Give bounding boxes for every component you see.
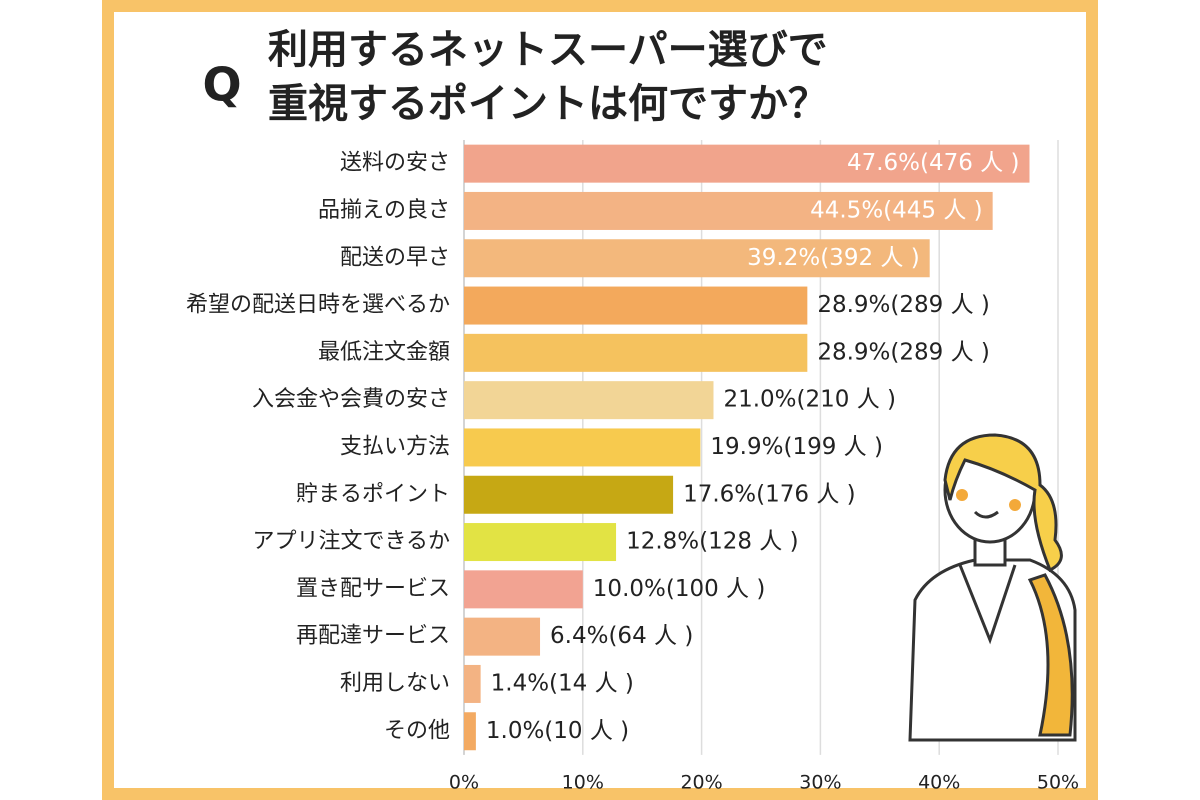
x-tick-label: 50% — [1037, 771, 1079, 793]
category-label: 利用しない — [340, 671, 450, 696]
title-line: 重視するポイントは何ですか？ — [268, 81, 828, 127]
value-label: 17.6%(176 人 ) — [683, 481, 856, 507]
value-label: 39.2%(392 人 ) — [747, 245, 920, 271]
category-label: 配送の早さ — [340, 245, 450, 270]
value-label: 47.6%(476 人 ) — [847, 150, 1020, 176]
value-label: 1.4%(14 人 ) — [491, 670, 634, 696]
value-label: 21.0%(210 人 ) — [723, 387, 896, 413]
bar — [464, 712, 476, 751]
value-label: 19.9%(199 人 ) — [710, 434, 883, 460]
x-tick-label: 10% — [562, 771, 604, 793]
x-tick-label: 0% — [449, 771, 479, 793]
category-label: アプリ注文できるか — [252, 529, 450, 554]
bar — [464, 381, 714, 420]
x-tick-label: 20% — [680, 771, 722, 793]
category-label: 入会金や会費の安さ — [252, 387, 450, 412]
category-label: 送料の安さ — [340, 151, 450, 176]
value-label: 28.9%(289 人 ) — [817, 339, 990, 365]
bar — [464, 428, 701, 467]
value-label: 28.9%(289 人 ) — [817, 292, 990, 318]
bar — [464, 664, 481, 703]
value-label: 10.0%(100 人 ) — [593, 576, 766, 602]
bar — [464, 191, 993, 230]
bar — [464, 475, 674, 514]
category-label: 貯まるポイント — [296, 482, 450, 507]
illustration — [908, 433, 1077, 742]
category-label: 再配達サービス — [296, 624, 450, 649]
bar — [464, 286, 808, 325]
category-label: 置き配サービス — [296, 576, 450, 601]
title-marker: Q — [202, 58, 241, 112]
value-label: 44.5%(445 人 ) — [810, 197, 983, 223]
category-label: 最低注文金額 — [318, 340, 450, 365]
bar — [464, 523, 617, 562]
x-tick-label: 30% — [799, 771, 841, 793]
value-label: 6.4%(64 人 ) — [550, 623, 693, 649]
bar — [464, 333, 808, 372]
value-label: 1.0%(10 人 ) — [486, 718, 629, 744]
category-label: 支払い方法 — [340, 434, 450, 459]
bar — [464, 617, 541, 656]
category-label: 品揃えの良さ — [318, 198, 450, 223]
value-label: 12.8%(128 人 ) — [626, 529, 799, 555]
x-tick-label: 40% — [918, 771, 960, 793]
bar — [464, 144, 1030, 183]
title-line: 利用するネットスーパー選びで — [268, 27, 828, 73]
bar — [464, 239, 930, 278]
category-label: その他 — [384, 718, 450, 743]
bar — [464, 570, 583, 609]
category-label: 希望の配送日時を選べるか — [186, 293, 450, 318]
